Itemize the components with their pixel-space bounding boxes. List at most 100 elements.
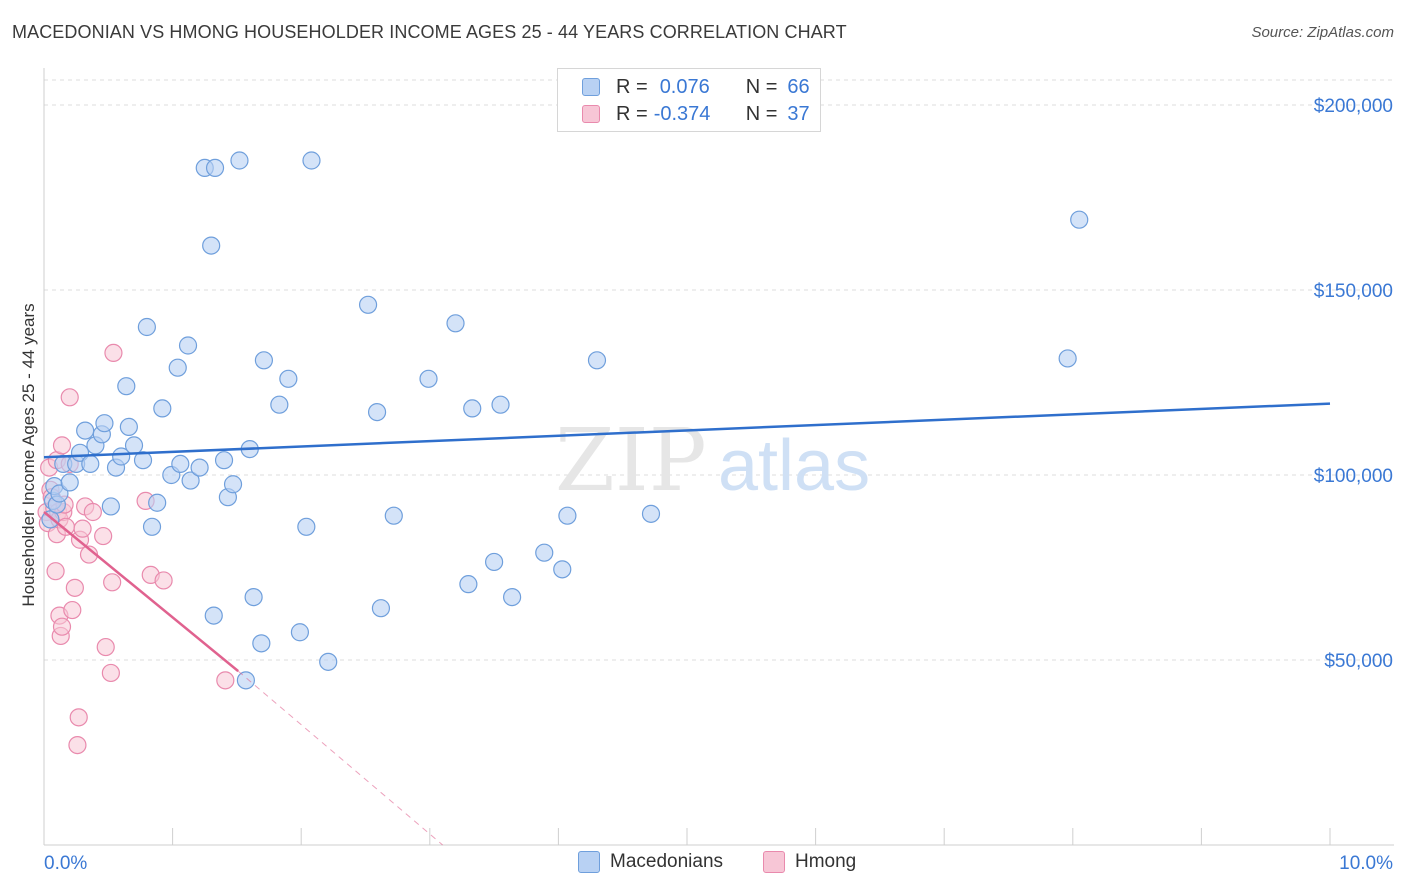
hmong-label: Hmong (795, 851, 857, 872)
macedonians-point (148, 493, 167, 512)
legend-r-label: R = (616, 75, 648, 98)
macedonians-point (205, 158, 225, 177)
macedonians-point (223, 475, 243, 494)
macedonians-point (279, 369, 298, 388)
hmong-point (69, 708, 88, 727)
hmong-point (103, 573, 122, 592)
gridlines (44, 79, 1394, 661)
macedonians-point (459, 575, 478, 594)
macedonians-point (60, 473, 79, 492)
macedonians-swatch (582, 78, 600, 96)
macedonians-point (190, 458, 209, 477)
macedonians-point (81, 454, 100, 473)
hmong-swatch (763, 851, 785, 873)
macedonians-point (230, 151, 249, 170)
source-label: Source: ZipAtlas.com (1251, 24, 1394, 41)
hmong-point (60, 388, 79, 407)
legend-r-value: -0.374 (653, 102, 711, 125)
correlation-legend: R = 0.076 N = 66 R = -0.374 N = 37 (557, 68, 821, 132)
macedonians-point (587, 351, 607, 370)
watermark-zip: ZIP (555, 411, 707, 511)
hmong-point (96, 637, 115, 657)
macedonians-point (142, 517, 162, 536)
legend-row-macedonians: R = 0.076 N = 66 (582, 74, 810, 100)
macedonians-point (236, 671, 256, 690)
y-tick-label: $150,000 (1314, 281, 1393, 302)
macedonians-point (124, 436, 144, 455)
hmong-point (52, 617, 72, 636)
legend-r-label: R = (616, 102, 648, 125)
macedonians-point (491, 395, 510, 414)
macedonians-point (214, 451, 234, 470)
macedonians-point (119, 417, 138, 436)
hmong-point (68, 735, 87, 755)
x-tick-label-max: 10.0% (1339, 853, 1393, 874)
macedonians-point (297, 517, 316, 536)
legend-n-label: N = (745, 102, 778, 125)
macedonians-point (446, 314, 465, 333)
legend-n-value: 66 (787, 75, 810, 98)
macedonians-point (137, 317, 156, 337)
macedonians-point (384, 506, 403, 525)
macedonians-point (535, 543, 554, 562)
macedonians-label: Macedonians (610, 851, 724, 872)
hmong-point (104, 343, 123, 362)
legend-row-hmong: R = -0.374 N = 37 (582, 101, 810, 127)
macedonians-point (553, 560, 572, 579)
macedonians-point (319, 652, 338, 671)
hmong-point (83, 502, 102, 522)
macedonians-point (641, 504, 661, 523)
macedonians-point (1070, 210, 1089, 229)
macedonians-point (50, 484, 69, 503)
macedonians-point (290, 623, 310, 642)
macedonians-series (41, 151, 1089, 690)
hmong-point (73, 519, 92, 538)
y-tick-label: $50,000 (1324, 651, 1393, 672)
tick-labels: $50,000 $100,000 $150,000 $200,000 0.0% 10.0% (44, 96, 1393, 874)
hmong-point (216, 671, 235, 690)
hmong-swatch (582, 105, 600, 123)
legend-n-label: N = (745, 75, 778, 98)
macedonians-point (171, 454, 190, 473)
macedonians-point (153, 399, 172, 418)
watermark: ZIP atlas (555, 411, 870, 511)
hmong-point (56, 517, 75, 536)
trend-lines (43, 402, 1331, 846)
macedonians-point (112, 447, 131, 466)
macedonians-point (558, 506, 577, 525)
hmong-point (101, 663, 120, 683)
macedonians-point (358, 295, 378, 314)
macedonians-point (1058, 349, 1077, 368)
chart-title: MACEDONIAN VS HMONG HOUSEHOLDER INCOME A… (12, 22, 847, 42)
y-tick-label: $100,000 (1314, 466, 1393, 487)
macedonians-point (367, 403, 387, 422)
macedonians-point (371, 599, 391, 618)
macedonians-point (254, 351, 274, 370)
macedonians-point (76, 421, 95, 440)
x-tick-label-min: 0.0% (44, 853, 87, 874)
axes (43, 68, 1394, 846)
macedonians-point (133, 451, 153, 470)
macedonians-point (168, 358, 187, 377)
macedonians-point (244, 587, 263, 607)
hmong-series (37, 343, 235, 755)
hmong-point (65, 578, 84, 597)
macedonians-point (503, 587, 522, 607)
hmong-point (46, 562, 65, 581)
hmong-point (63, 600, 82, 620)
hmong-trend-extension (237, 670, 443, 846)
macedonians-swatch (578, 851, 600, 873)
hmong-trend-line (43, 511, 239, 673)
macedonians-point (101, 497, 120, 516)
hmong-point (94, 526, 113, 546)
bottom-legend-hmong: Hmong (763, 851, 856, 873)
macedonians-point (202, 236, 221, 255)
hmong-point (154, 571, 173, 590)
macedonians-trend-line (43, 402, 1331, 459)
macedonians-point (463, 399, 482, 418)
macedonians-point (181, 471, 200, 490)
watermark-atlas: atlas (718, 426, 870, 506)
macedonians-point (485, 552, 504, 572)
macedonians-point (252, 634, 271, 653)
